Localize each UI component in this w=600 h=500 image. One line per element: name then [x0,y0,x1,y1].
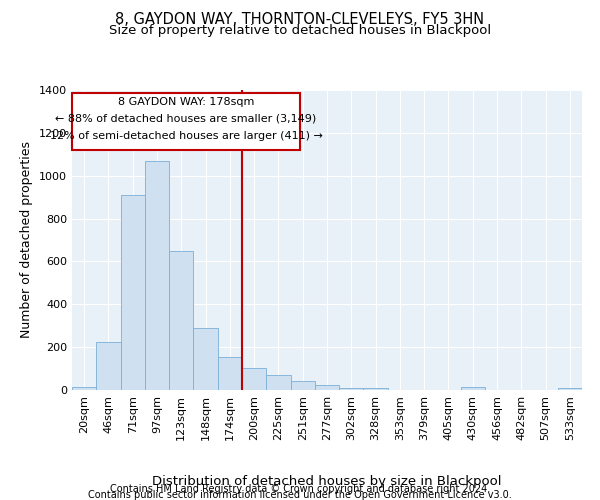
Bar [266,375,290,390]
Text: Contains HM Land Registry data © Crown copyright and database right 2024.: Contains HM Land Registry data © Crown c… [110,484,490,494]
Bar [218,357,242,390]
Bar [242,368,266,390]
Bar [315,384,339,390]
Y-axis label: Number of detached properties: Number of detached properties [20,142,34,338]
Text: 8, GAYDON WAY, THORNTON-CLEVELEYS, FY5 3HN: 8, GAYDON WAY, THORNTON-CLEVELEYS, FY5 3… [115,12,485,28]
Bar [72,387,96,390]
Bar [461,387,485,390]
Bar [364,388,388,390]
Text: 8 GAYDON WAY: 178sqm: 8 GAYDON WAY: 178sqm [118,96,254,106]
Bar [558,388,582,390]
Text: Contains public sector information licensed under the Open Government Licence v3: Contains public sector information licen… [88,490,512,500]
Text: Distribution of detached houses by size in Blackpool: Distribution of detached houses by size … [152,474,502,488]
Text: 12% of semi-detached houses are larger (411) →: 12% of semi-detached houses are larger (… [50,130,322,140]
Bar [193,328,218,390]
Bar [121,195,145,390]
Text: ← 88% of detached houses are smaller (3,149): ← 88% of detached houses are smaller (3,… [55,114,317,124]
Bar [96,342,121,390]
Bar [339,388,364,390]
Bar [169,250,193,390]
Bar [145,160,169,390]
Bar [290,382,315,390]
Text: Size of property relative to detached houses in Blackpool: Size of property relative to detached ho… [109,24,491,37]
